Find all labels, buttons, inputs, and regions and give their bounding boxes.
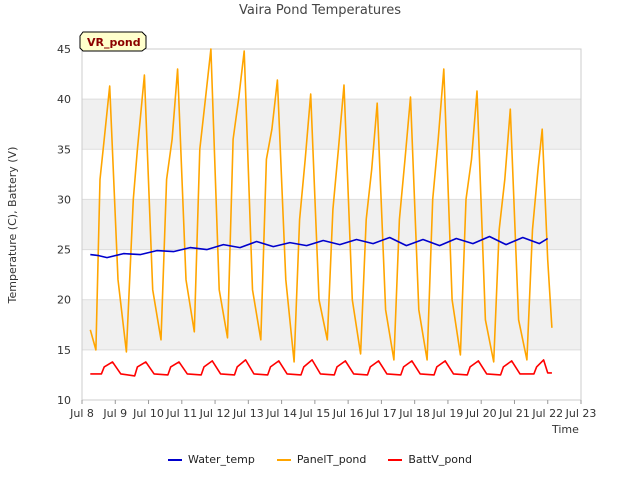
x-tick-label: Jul 20 bbox=[465, 407, 497, 420]
legend-item-panelt-pond[interactable]: PanelT_pond bbox=[276, 453, 367, 466]
y-tick-label: 45 bbox=[57, 43, 71, 56]
series-line-panelt-pond bbox=[89, 48, 553, 363]
y-tick-label: 20 bbox=[57, 294, 71, 307]
legend-label-water-temp: Water_temp bbox=[188, 453, 255, 466]
x-tick-label: Jul 9 bbox=[102, 407, 127, 420]
y-axis-ticks: 10 15 20 25 30 35 40 45 bbox=[57, 43, 71, 407]
x-tick-label: Jul 8 bbox=[69, 407, 94, 420]
y-tick-label: 40 bbox=[57, 93, 71, 106]
plot-band bbox=[82, 99, 581, 150]
legend-label-battv-pond: BattV_pond bbox=[408, 453, 472, 466]
station-badge: VR_pond bbox=[79, 31, 147, 52]
x-tick-label: Jul 17 bbox=[365, 407, 397, 420]
plot-frame bbox=[81, 48, 582, 401]
y-tick-label: 35 bbox=[57, 143, 71, 156]
legend-item-battv-pond[interactable]: BattV_pond bbox=[388, 453, 472, 466]
badge-shape bbox=[79, 31, 147, 52]
x-axis-ticks: Jul 8 Jul 9 Jul 10 Jul 11 Jul 12 Jul 13 Jul 14… bbox=[69, 400, 596, 420]
y-tick-label: 25 bbox=[57, 244, 71, 257]
x-axis-label: Time bbox=[552, 423, 579, 436]
legend-swatch-battv-pond bbox=[388, 458, 403, 461]
legend-label-panelt-pond: PanelT_pond bbox=[296, 453, 367, 466]
x-tick-label: Jul 14 bbox=[265, 407, 297, 420]
y-axis-label: Temperature (C), Battery (V) bbox=[6, 146, 19, 304]
x-tick-label: Jul 18 bbox=[398, 407, 430, 420]
x-tick-label: Jul 21 bbox=[498, 407, 530, 420]
x-tick-label: Jul 15 bbox=[298, 407, 330, 420]
legend-swatch-panelt-pond bbox=[276, 458, 291, 461]
x-tick-label: Jul 10 bbox=[132, 407, 164, 420]
x-tick-label: Jul 16 bbox=[332, 407, 364, 420]
x-tick-label: Jul 11 bbox=[165, 407, 197, 420]
y-tick-label: 30 bbox=[57, 193, 71, 206]
x-tick-label: Jul 12 bbox=[199, 407, 231, 420]
x-tick-label: Jul 19 bbox=[432, 407, 464, 420]
plot-band bbox=[82, 299, 581, 350]
series-line-water-temp bbox=[90, 235, 549, 259]
x-tick-label: Jul 22 bbox=[531, 407, 563, 420]
x-tick-label: Jul 23 bbox=[565, 407, 597, 420]
legend-item-water-temp[interactable]: Water_temp bbox=[168, 453, 255, 466]
series-layer bbox=[89, 48, 553, 377]
y-tick-label: 10 bbox=[57, 394, 71, 407]
legend-swatch-water-temp bbox=[168, 458, 183, 461]
y-tick-label: 15 bbox=[57, 344, 71, 357]
x-tick-label: Jul 13 bbox=[232, 407, 264, 420]
legend: Water_temp PanelT_pond BattV_pond bbox=[0, 453, 640, 466]
badge-label: VR_pond bbox=[87, 36, 141, 49]
chart-title: Vaira Pond Temperatures bbox=[239, 3, 401, 18]
series-line-battv-pond bbox=[90, 359, 552, 377]
